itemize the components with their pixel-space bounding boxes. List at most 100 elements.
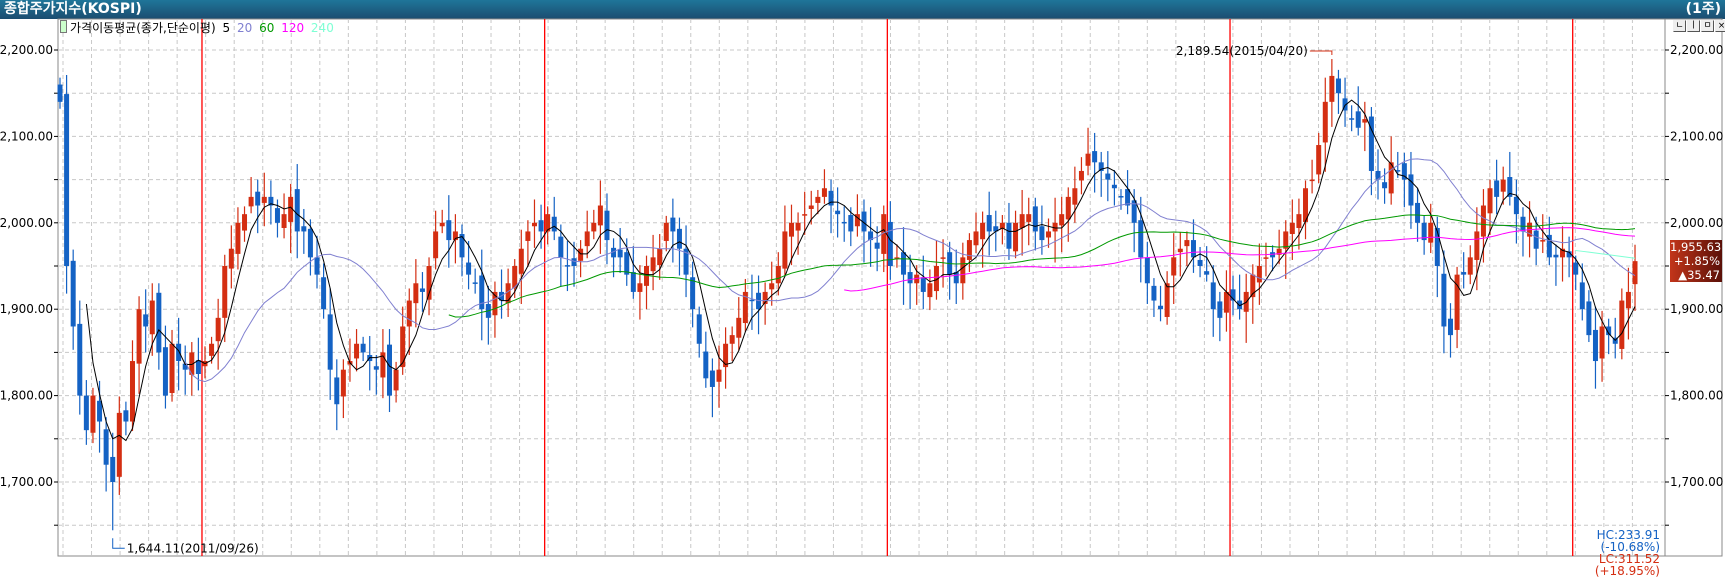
candle	[854, 194, 860, 237]
maximize-button[interactable]: ㅁ	[1701, 20, 1714, 32]
candle	[683, 225, 689, 298]
candle	[77, 300, 83, 415]
legend-ma5: 5	[222, 21, 231, 35]
y-axis-label-left: 2,100.00	[0, 129, 53, 143]
candle-body	[1118, 196, 1124, 198]
candle-body	[1111, 184, 1117, 189]
candle	[1388, 136, 1394, 205]
candle-body	[709, 370, 715, 387]
candle-body	[466, 262, 472, 275]
candle	[1052, 197, 1058, 263]
candle-body	[512, 266, 518, 289]
candle-body	[1362, 119, 1368, 123]
candle-body	[993, 226, 999, 232]
candle	[657, 234, 663, 280]
candle	[70, 249, 76, 350]
candle	[209, 336, 215, 364]
candle	[176, 317, 182, 391]
candlestick-chart[interactable]: 2,200.00 2,200.00 2,100.00 2,100.00 2,000.00…	[0, 0, 1725, 559]
candle	[769, 261, 775, 306]
candle-body	[129, 361, 135, 422]
candle	[709, 358, 715, 418]
candle-body	[110, 456, 116, 482]
candle-body	[644, 266, 650, 286]
lc-stat: LC:311.52 (+18.95%)	[1594, 552, 1660, 578]
candle	[1283, 220, 1289, 279]
candle	[696, 306, 702, 358]
candle-body	[1019, 214, 1025, 228]
close-button[interactable]: ×	[1715, 20, 1725, 32]
candle	[1138, 196, 1144, 283]
candle	[406, 288, 412, 355]
candle	[505, 268, 511, 317]
candle	[1533, 216, 1539, 266]
candle-body	[1158, 305, 1164, 310]
candle	[1217, 291, 1223, 342]
candle	[525, 220, 531, 267]
candle-body	[802, 214, 808, 216]
candle	[143, 289, 149, 353]
candle	[564, 240, 570, 292]
candle	[387, 329, 392, 413]
candle-body	[887, 221, 893, 266]
candle-body	[914, 274, 920, 284]
candle	[162, 325, 168, 409]
y-axis-label-right: 1,800.00	[1670, 389, 1723, 403]
candle-body	[248, 196, 254, 207]
candle-body	[406, 300, 412, 327]
candle	[1309, 159, 1315, 194]
candle	[940, 239, 946, 288]
candle-body	[1197, 259, 1203, 266]
candle-body	[149, 300, 155, 335]
low-annotation: 1,644.11(2011/09/26)	[127, 541, 259, 555]
candle-body	[1625, 291, 1631, 309]
candle	[1322, 77, 1328, 172]
candle-body	[1553, 254, 1559, 258]
candle	[1447, 303, 1453, 358]
candle	[466, 240, 472, 290]
period-label[interactable]: (1주)	[1685, 1, 1721, 17]
candle-body	[1540, 240, 1546, 242]
candle	[83, 380, 89, 445]
candle-body	[1355, 111, 1361, 128]
candle	[617, 227, 623, 273]
candle-body	[1342, 98, 1348, 111]
candle	[189, 342, 195, 396]
candle	[1349, 105, 1355, 132]
restore-button[interactable]: ㅣ	[1687, 20, 1700, 32]
candle	[815, 189, 821, 215]
candle	[479, 249, 485, 341]
candle-body	[288, 196, 294, 222]
chart-title: 종합주가지수(KOSPI)	[4, 1, 142, 17]
candle	[571, 241, 577, 287]
candle-body	[1309, 179, 1315, 182]
candle	[1013, 210, 1019, 259]
candle-body	[920, 277, 926, 292]
candle	[1474, 207, 1480, 291]
candle-body	[657, 248, 663, 266]
candle-body	[1335, 78, 1341, 94]
candle	[729, 326, 735, 362]
minimize-button[interactable]: ㄴ	[1673, 20, 1686, 32]
candle-body	[578, 248, 584, 261]
candle	[1342, 77, 1348, 127]
candle-body	[182, 363, 188, 370]
legend-toggle-icon[interactable]	[60, 20, 67, 33]
candle-body	[1210, 282, 1216, 310]
candle	[1540, 214, 1546, 254]
candle-body	[1223, 291, 1229, 313]
candle-body	[854, 214, 860, 227]
candle	[90, 387, 96, 444]
candle-body	[1098, 162, 1104, 171]
candle-body	[630, 272, 636, 292]
candle-body	[564, 265, 570, 267]
candle	[1428, 203, 1434, 254]
candle-body	[446, 220, 452, 241]
candle-body	[1474, 231, 1480, 260]
candle-body	[782, 231, 788, 269]
candle	[802, 191, 808, 235]
candle-body	[815, 196, 821, 203]
candle-body	[472, 282, 478, 284]
candle	[301, 208, 307, 254]
candle-body	[1013, 222, 1019, 252]
